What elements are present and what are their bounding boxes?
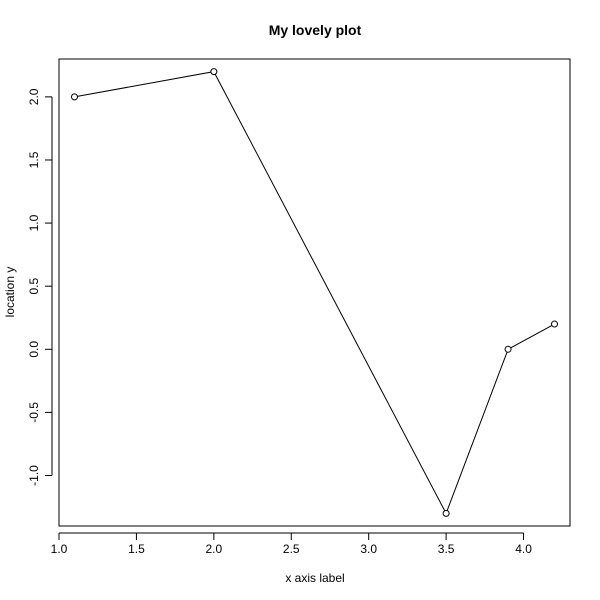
data-point [442, 509, 450, 517]
x-axis-label: x axis label [285, 571, 344, 585]
y-tick-label: -0.5 [27, 402, 41, 423]
y-tick-label: -1.0 [27, 465, 41, 486]
x-tick-label: 4.0 [515, 542, 532, 556]
x-tick-label: 3.5 [438, 542, 455, 556]
y-tick-label: 1.5 [27, 151, 41, 168]
y-tick-label: 0.0 [27, 341, 41, 358]
y-axis: -1.0 -0.5 0.0 0.5 1.0 1.5 2.0 [27, 88, 53, 486]
x-tick-label: 2.5 [283, 542, 300, 556]
chart-title: My lovely plot [269, 22, 362, 38]
data-point [70, 93, 78, 101]
x-tick-label: 2.0 [206, 542, 223, 556]
plot-frame [58, 58, 571, 527]
y-tick-label: 2.0 [27, 88, 41, 105]
x-tick-label: 3.0 [360, 542, 377, 556]
series-line [74, 71, 555, 515]
x-axis: 1.0 1.5 2.0 2.5 3.0 3.5 4.0 [51, 532, 532, 556]
series-layer [70, 68, 559, 517]
data-point [210, 68, 218, 76]
x-tick-label: 1.0 [51, 542, 68, 556]
data-point [551, 320, 559, 328]
y-tick-label: 0.5 [27, 278, 41, 295]
y-tick-label: 1.0 [27, 214, 41, 231]
data-point [504, 345, 512, 353]
y-axis-label: location y [3, 267, 17, 318]
x-tick-label: 1.5 [128, 542, 145, 556]
